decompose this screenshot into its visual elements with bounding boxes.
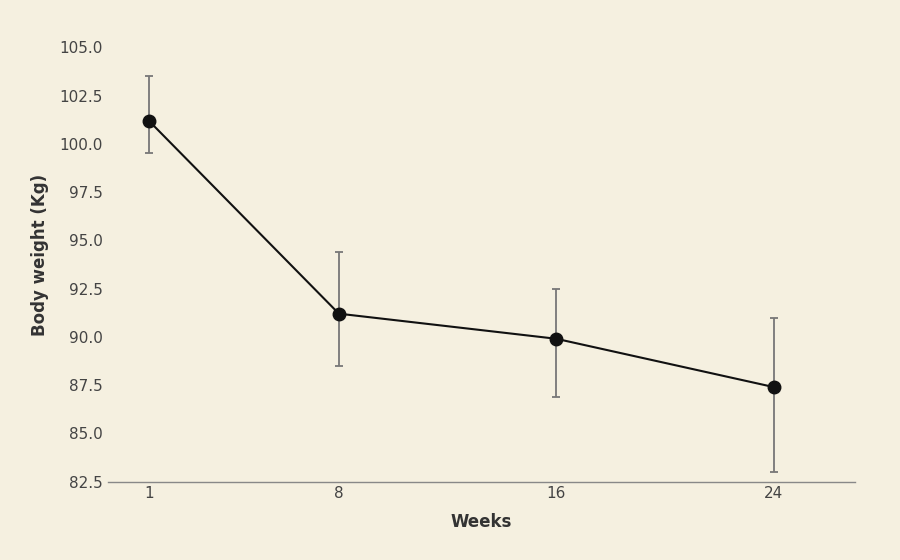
X-axis label: Weeks: Weeks bbox=[451, 512, 512, 530]
Y-axis label: Body weight (Kg): Body weight (Kg) bbox=[31, 174, 49, 336]
